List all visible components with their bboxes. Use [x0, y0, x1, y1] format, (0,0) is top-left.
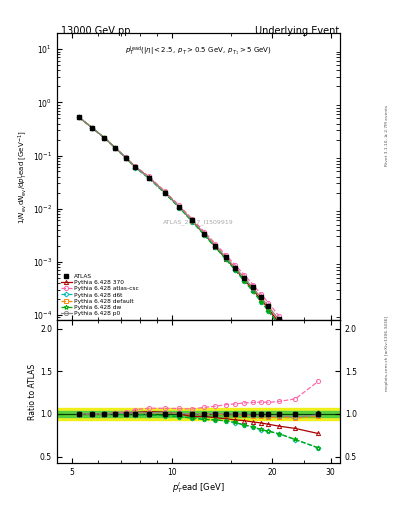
- Text: Underlying Event: Underlying Event: [255, 26, 339, 36]
- Text: 13000 GeV pp: 13000 GeV pp: [61, 26, 130, 36]
- Bar: [57, 408, 340, 420]
- Text: $p_T^\mathrm{lead}(|\eta|<2.5,\ p_T>0.5\ \mathrm{GeV},\ p_{T_1}>5\ \mathrm{GeV}): $p_T^\mathrm{lead}(|\eta|<2.5,\ p_T>0.5\…: [125, 45, 272, 58]
- Text: Rivet 3.1.10, ≥ 2.7M events: Rivet 3.1.10, ≥ 2.7M events: [385, 105, 389, 166]
- Legend: ATLAS, Pythia 6.428 370, Pythia 6.428 atlas-csc, Pythia 6.428 d6t, Pythia 6.428 : ATLAS, Pythia 6.428 370, Pythia 6.428 at…: [60, 273, 140, 317]
- Bar: [57, 411, 340, 417]
- Y-axis label: $1/N_\mathrm{ev}\,\mathrm{d}N_\mathrm{ev}/\mathrm{d}p_T^\mathrm{l}\mathrm{ead}\ : $1/N_\mathrm{ev}\,\mathrm{d}N_\mathrm{ev…: [17, 130, 30, 224]
- X-axis label: $p_T^l\mathrm{ead}\ [\mathrm{GeV}]$: $p_T^l\mathrm{ead}\ [\mathrm{GeV}]$: [172, 480, 225, 495]
- Text: mcplots.cern.ch [arXiv:1306.3436]: mcplots.cern.ch [arXiv:1306.3436]: [385, 316, 389, 391]
- Text: ATLAS_2017_I1509919: ATLAS_2017_I1509919: [163, 220, 234, 225]
- Y-axis label: Ratio to ATLAS: Ratio to ATLAS: [28, 364, 37, 420]
